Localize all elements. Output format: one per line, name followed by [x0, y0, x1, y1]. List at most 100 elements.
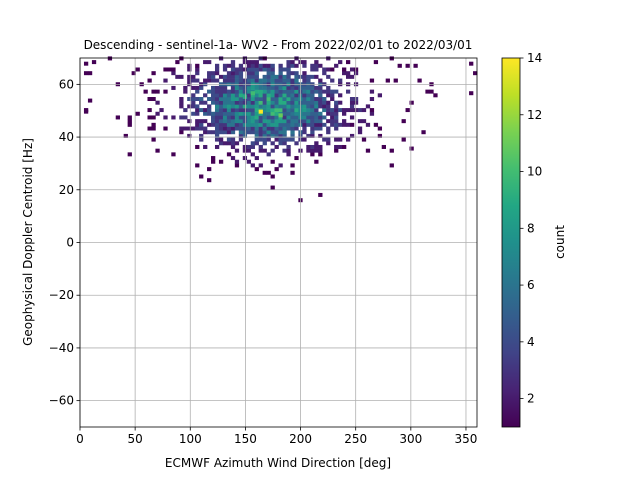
histogram-cell: [266, 126, 271, 131]
histogram-cell: [270, 71, 275, 76]
histogram-cell: [230, 100, 236, 105]
histogram-cell: [286, 97, 291, 101]
histogram-cell: [266, 100, 271, 105]
histogram-cell: [238, 122, 244, 127]
histogram-cell: [250, 144, 255, 149]
histogram-cell: [345, 122, 351, 127]
histogram-cell: [214, 108, 220, 113]
histogram-cell: [262, 56, 267, 61]
histogram-cell: [262, 67, 267, 72]
histogram-cell: [195, 104, 200, 109]
histogram-cell: [258, 144, 263, 149]
histogram-cell: [187, 119, 192, 124]
histogram-cell: [218, 137, 224, 142]
histogram-cell: [242, 67, 248, 72]
histogram-cell: [242, 133, 248, 138]
histogram-cell: [246, 159, 252, 164]
histogram-cell: [195, 63, 200, 68]
colorbar-ticks: 2 4 6 8 10 12 14: [520, 51, 542, 406]
histogram-cell: [91, 60, 97, 65]
histogram-cell: [318, 122, 323, 127]
histogram-cell: [203, 111, 208, 116]
histogram-cell: [218, 111, 224, 116]
histogram-cell: [254, 78, 259, 83]
histogram-cell: [274, 108, 279, 113]
histogram-cell: [278, 74, 283, 79]
histogram-cell: [274, 74, 279, 79]
histogram-cell: [286, 89, 291, 94]
histogram-cell: [211, 85, 216, 90]
histogram-cell: [302, 89, 307, 94]
histogram-cell: [250, 67, 255, 72]
histogram-cell: [377, 133, 383, 138]
histogram-cell: [282, 97, 287, 101]
histogram-cell: [262, 115, 267, 120]
histogram-cell: [349, 74, 355, 79]
histogram-cell: [254, 126, 259, 131]
histogram-cell: [250, 78, 255, 83]
histogram-cell: [207, 167, 212, 172]
histogram-cell: [282, 141, 287, 146]
histogram-cell: [258, 85, 263, 90]
histogram-cell: [230, 119, 236, 124]
histogram-cell: [318, 133, 323, 138]
histogram-cell: [238, 63, 244, 68]
histogram-cell: [314, 85, 319, 90]
histogram-cell: [226, 78, 232, 83]
histogram-cell: [266, 104, 271, 109]
histogram-cell: [290, 100, 295, 105]
histogram-cell: [318, 104, 323, 109]
x-tick-label: 150: [234, 432, 257, 446]
histogram-cell: [211, 78, 216, 83]
histogram-cell: [266, 85, 271, 90]
histogram-cell: [258, 67, 263, 72]
histogram-cell: [234, 104, 240, 109]
histogram-cell: [187, 78, 192, 83]
histogram-cell: [369, 89, 375, 94]
histogram-cell: [226, 122, 232, 127]
histogram-cell: [214, 130, 220, 135]
histogram-cell: [314, 63, 319, 68]
histogram-cell: [211, 122, 216, 127]
histogram-cell: [334, 115, 339, 120]
histogram-cell: [226, 93, 232, 98]
histogram-cell: [326, 104, 331, 109]
histogram-cell: [203, 60, 208, 65]
histogram-cell: [433, 93, 438, 98]
histogram-cell: [357, 108, 363, 113]
histogram-cell: [274, 89, 279, 94]
histogram-cell: [218, 130, 224, 135]
histogram-cell: [230, 141, 236, 146]
histogram-cell: [282, 67, 287, 72]
histogram-cell: [135, 67, 140, 72]
histogram-cell: [397, 63, 402, 68]
histogram-cell: [302, 104, 307, 109]
histogram-cell: [242, 130, 248, 135]
histogram-cell: [278, 115, 283, 120]
histogram-cell: [290, 71, 295, 76]
histogram-cell: [246, 115, 252, 120]
histogram-cell: [310, 111, 315, 116]
histogram-cell: [345, 108, 351, 113]
histogram-cell: [278, 63, 283, 68]
histogram-cell: [266, 111, 271, 116]
histogram-cell: [195, 71, 200, 76]
histogram-cell: [238, 89, 244, 94]
histogram-cell: [302, 111, 307, 116]
histogram-cell: [187, 104, 192, 109]
histogram-cell: [326, 141, 331, 146]
histogram-cell: [250, 97, 255, 101]
histogram-cell: [266, 97, 271, 101]
histogram-cell: [163, 115, 168, 120]
histogram-cell: [349, 122, 355, 127]
histogram-cell: [306, 148, 311, 153]
histogram-cell: [310, 148, 315, 153]
histogram-cell: [389, 56, 394, 61]
histogram-cell: [250, 115, 255, 120]
histogram-cell: [143, 89, 148, 94]
histogram-cell: [230, 126, 236, 131]
histogram-cell: [306, 119, 311, 124]
histogram-cell: [242, 115, 248, 120]
histogram-cell: [218, 159, 224, 164]
histogram-cell: [258, 78, 263, 83]
